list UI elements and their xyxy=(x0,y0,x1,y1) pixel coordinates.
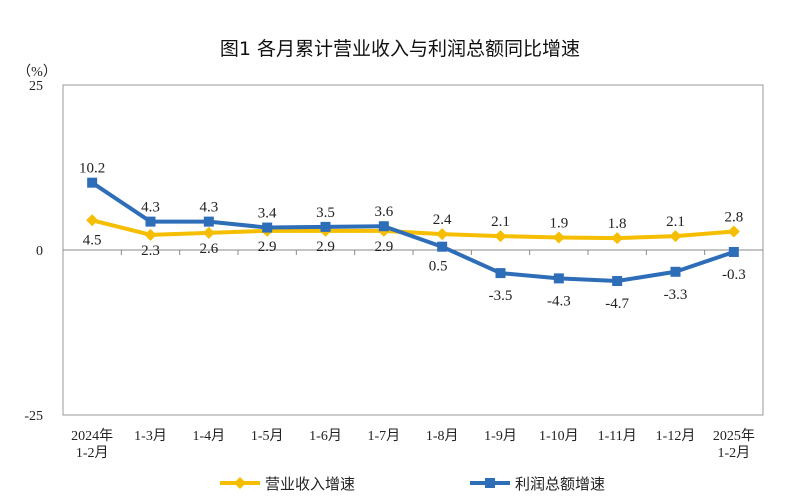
data-label: -3.3 xyxy=(664,287,688,303)
data-point xyxy=(145,216,156,227)
x-tick-label: 1-10月 xyxy=(539,428,579,444)
data-label: -4.3 xyxy=(547,293,571,309)
x-tick-label: 1-2月 xyxy=(76,445,109,461)
x-tick-label: 1-8月 xyxy=(426,428,459,444)
data-label: 2.4 xyxy=(433,212,452,228)
data-point xyxy=(86,214,99,227)
x-tick-label: 1-4月 xyxy=(192,428,225,444)
x-tick-label: 1-5月 xyxy=(251,428,284,444)
chart-title: 图1 各月累计营业收入与利润总额同比增速 xyxy=(219,38,581,60)
data-point xyxy=(728,246,739,257)
data-label: 4.3 xyxy=(141,200,160,216)
x-tick-label: 2025年 xyxy=(713,428,755,444)
data-point xyxy=(495,268,506,279)
data-point xyxy=(87,177,98,188)
data-point xyxy=(727,225,740,238)
legend-marker xyxy=(485,478,495,488)
data-label: 2.9 xyxy=(374,239,393,255)
data-label: -0.3 xyxy=(722,267,746,283)
x-tick-label: 1-11月 xyxy=(598,428,637,444)
data-label: 2.1 xyxy=(666,214,685,230)
data-point xyxy=(436,228,449,241)
data-point xyxy=(553,273,564,284)
data-label: 3.5 xyxy=(316,205,335,221)
data-point xyxy=(320,221,331,232)
y-tick-label: -25 xyxy=(24,409,43,424)
data-point xyxy=(144,228,157,241)
data-label: 3.6 xyxy=(374,204,393,220)
data-label: 10.2 xyxy=(79,161,105,177)
data-label: 3.4 xyxy=(258,206,277,222)
data-point xyxy=(669,230,682,243)
x-tick-label: 2024年 xyxy=(71,428,113,444)
data-label: 1.8 xyxy=(608,216,627,232)
y-axis-label: （%） xyxy=(17,64,57,80)
series-line-1 xyxy=(91,181,735,284)
data-point xyxy=(378,221,389,232)
data-label: 2.9 xyxy=(258,239,277,255)
data-label: 4.5 xyxy=(83,232,102,248)
data-label: 2.9 xyxy=(316,239,335,255)
x-tick-label: 1-9月 xyxy=(484,428,517,444)
legend-label: 营业收入增速 xyxy=(265,475,355,493)
data-label: 1.9 xyxy=(549,215,568,231)
legend-label: 利润总额增速 xyxy=(515,475,605,493)
data-label: 2.1 xyxy=(491,214,510,230)
x-tick-label: 1-7月 xyxy=(367,428,400,444)
data-point xyxy=(494,230,507,243)
x-tick-label: 1-6月 xyxy=(309,428,342,444)
data-point xyxy=(612,276,623,287)
data-point xyxy=(437,241,448,252)
x-tick-label: 1-3月 xyxy=(134,428,167,444)
data-label: 2.6 xyxy=(199,241,218,257)
legend-marker xyxy=(234,477,246,489)
data-point xyxy=(203,216,214,227)
data-label: 2.3 xyxy=(141,243,160,259)
data-point xyxy=(611,232,624,245)
data-label: -3.5 xyxy=(489,288,513,304)
y-tick-label: 0 xyxy=(36,244,43,259)
data-label: 4.3 xyxy=(199,200,218,216)
data-label: 2.8 xyxy=(724,210,743,226)
series-line-0 xyxy=(91,218,734,241)
data-point xyxy=(670,266,681,277)
data-point xyxy=(552,231,565,244)
data-label: 0.5 xyxy=(429,259,448,275)
data-point xyxy=(202,226,215,239)
data-point xyxy=(262,222,273,233)
x-tick-label: 1-12月 xyxy=(656,428,696,444)
data-label: -4.7 xyxy=(605,296,629,312)
x-tick-label: 1-2月 xyxy=(717,445,750,461)
y-tick-label: 25 xyxy=(29,79,43,94)
